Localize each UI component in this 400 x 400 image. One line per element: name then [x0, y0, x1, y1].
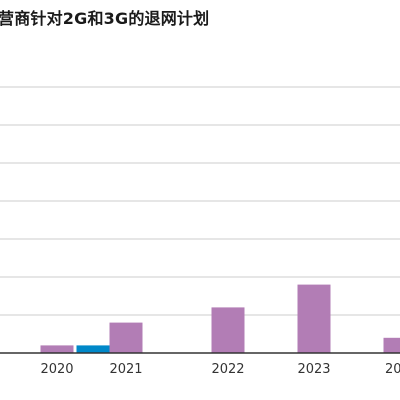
bar-2020-series-2	[40, 345, 74, 353]
x-tick-label-2023: 2023	[297, 362, 330, 377]
bars	[40, 284, 400, 353]
x-tick-label-2024: 20	[385, 362, 400, 377]
x-tick-label-2022: 2022	[211, 362, 244, 377]
bar-2021-series-2	[109, 322, 143, 353]
bar-2023-series-2	[297, 284, 331, 353]
chart-title: 营商针对2G和3G的退网计划	[0, 9, 210, 28]
x-tick-label-2020: 2020	[40, 362, 73, 377]
bar-2024-series-2	[383, 337, 400, 353]
x-axis-tick-labels: 2020 2021 2022 2023 20	[40, 362, 400, 377]
x-tick-label-2021: 2021	[109, 362, 142, 377]
bar-2021-series-1	[76, 345, 110, 353]
bar-2022-series-2	[211, 307, 245, 353]
gridlines	[0, 86, 400, 316]
